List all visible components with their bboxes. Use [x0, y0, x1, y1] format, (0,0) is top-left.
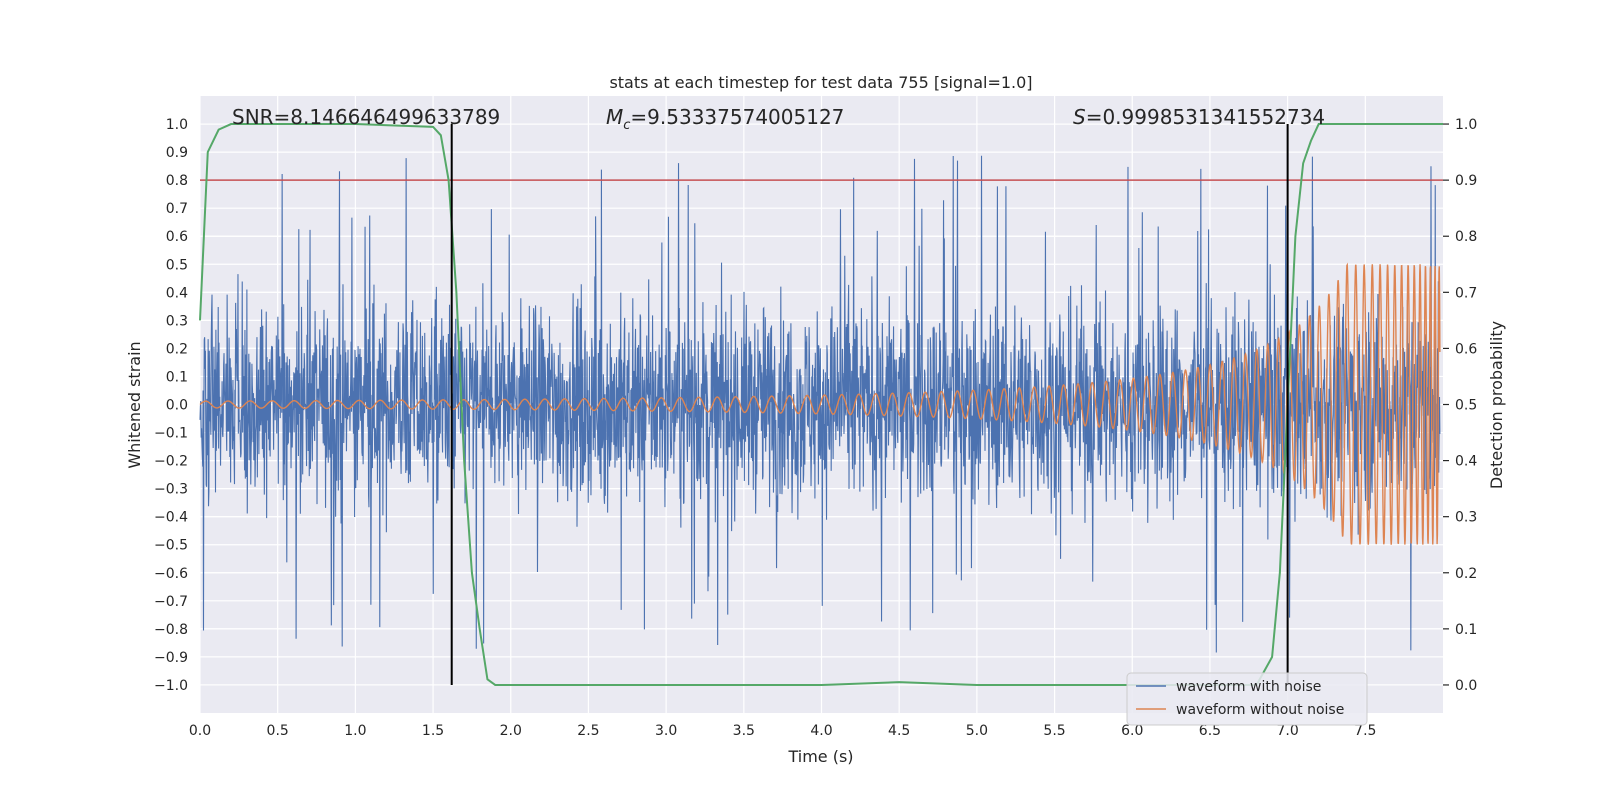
y-right-tick-label: 0.4	[1455, 454, 1477, 470]
significance-value: =0.9998531341552734	[1086, 105, 1325, 129]
x-tick-label: 2.5	[577, 723, 599, 739]
x-tick-label: 7.5	[1354, 723, 1376, 739]
y-right-tick-label: 0.8	[1455, 229, 1477, 245]
y-left-tick-label: −0.3	[154, 482, 188, 498]
y-right-tick-label: 0.9	[1455, 173, 1477, 189]
x-tick-label: 5.0	[966, 723, 988, 739]
y-left-tick-label: −0.6	[154, 566, 188, 582]
x-tick-label: 6.0	[1121, 723, 1143, 739]
y-left-tick-label: 0.7	[166, 201, 188, 217]
y-left-tick-label: 0.1	[166, 369, 188, 385]
y-right-tick-label: 0.5	[1455, 398, 1477, 414]
significance-symbol: S	[1073, 105, 1086, 129]
y-right-axis-ticks: 1.0 0.9 0.8 0.7 0.6 0.5 0.4 0.3 0.2 0.1 0.0	[1443, 117, 1477, 694]
x-tick-label: 0.5	[267, 723, 289, 739]
y-right-tick-label: 0.3	[1455, 510, 1477, 526]
y-left-tick-label: 0.5	[166, 257, 188, 273]
clean-line	[199, 262, 1441, 545]
y-left-axis-label: Whitened strain	[125, 341, 144, 468]
series-detection-probability	[199, 123, 1443, 686]
y-left-axis-ticks: 1.0 0.9 0.8 0.7 0.6 0.5 0.4 0.3 0.2 0.1 0.0 −0.1 −0.…	[154, 117, 188, 694]
y-right-tick-label: 0.6	[1455, 341, 1477, 357]
x-axis-label: Time (s)	[787, 747, 853, 766]
x-tick-label: 4.0	[810, 723, 832, 739]
chirp-mass-symbol: M	[606, 105, 623, 129]
y-left-tick-label: 0.2	[166, 341, 188, 357]
y-left-tick-label: 0.9	[166, 145, 188, 161]
chirp-mass-value: =9.53337574005127	[630, 105, 844, 129]
y-right-tick-label: 1.0	[1455, 117, 1477, 133]
y-left-tick-label: 0.0	[166, 398, 188, 414]
y-right-tick-label: 0.1	[1455, 622, 1477, 638]
vertical-markers	[450, 124, 1289, 685]
y-left-tick-label: 0.6	[166, 229, 188, 245]
x-tick-label: 1.5	[422, 723, 444, 739]
legend-label-noise: waveform with noise	[1176, 679, 1321, 695]
y-left-tick-label: −0.9	[154, 650, 188, 666]
y-left-tick-label: 1.0	[166, 117, 188, 133]
x-tick-label: 7.0	[1276, 723, 1298, 739]
y-left-tick-label: −0.8	[154, 622, 188, 638]
x-tick-label: 2.0	[500, 723, 522, 739]
y-left-tick-label: 0.3	[166, 313, 188, 329]
legend-label-clean: waveform without noise	[1176, 702, 1344, 718]
y-right-tick-label: 0.0	[1455, 678, 1477, 694]
x-tick-label: 3.0	[655, 723, 677, 739]
legend-box	[1126, 672, 1368, 726]
y-left-tick-label: −0.1	[154, 426, 188, 442]
y-left-tick-label: −0.7	[154, 594, 188, 610]
chirp-mass-subscript: c	[623, 118, 630, 133]
x-tick-label: 3.5	[733, 723, 755, 739]
y-left-tick-label: 0.4	[166, 285, 188, 301]
x-tick-label: 6.5	[1199, 723, 1221, 739]
y-right-axis-label: Detection probability	[1487, 321, 1506, 489]
x-tick-label: 5.5	[1043, 723, 1065, 739]
y-left-tick-label: −0.4	[154, 510, 188, 526]
x-axis-ticks: 0.0 0.5 1.0 1.5 2.0 2.5 3.0 3.5 4.0 4.5 5.0 5.5 6.0 6…	[189, 723, 1377, 739]
y-right-tick-label: 0.2	[1455, 566, 1477, 582]
y-left-tick-label: −0.2	[154, 454, 188, 470]
x-tick-label: 1.0	[344, 723, 366, 739]
chart-title: stats at each timestep for test data 755…	[609, 73, 1032, 92]
y-left-tick-label: 0.8	[166, 173, 188, 189]
probability-line	[199, 123, 1443, 686]
snr-annotation: SNR=8.146646499633789	[232, 105, 500, 129]
series-waveform-with-noise	[199, 155, 1441, 653]
noise-line	[199, 155, 1441, 653]
chirp-mass-annotation: Mc=9.53337574005127	[606, 105, 844, 133]
y-left-tick-label: −0.5	[154, 538, 188, 554]
y-left-tick-label: −1.0	[154, 678, 188, 694]
x-tick-label: 4.5	[888, 723, 910, 739]
series-waveform-without-noise	[199, 262, 1441, 545]
x-tick-label: 0.0	[189, 723, 211, 739]
y-right-tick-label: 0.7	[1455, 285, 1477, 301]
significance-annotation: S=0.9998531341552734	[1073, 105, 1325, 129]
legend: waveform with noise waveform without noi…	[1126, 672, 1368, 726]
